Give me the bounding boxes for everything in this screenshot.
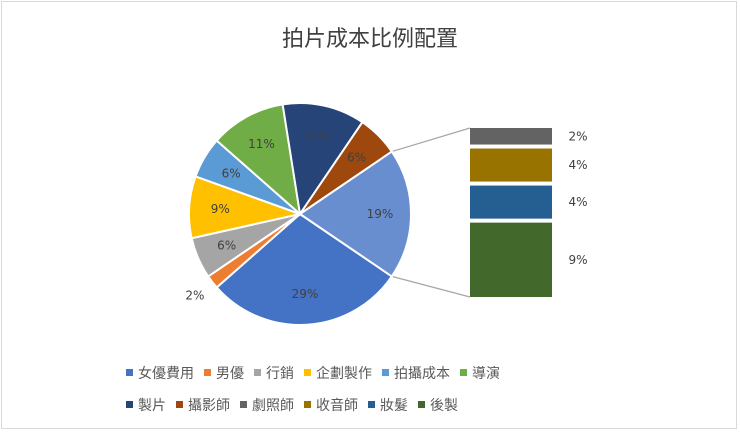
legend-label-7: 攝影師 [188,398,230,414]
legend-label-6: 製片 [138,398,166,414]
bar-labels: 2% 4% 4% 9% [568,129,587,267]
legend-label-0: 女優費用 [138,365,194,382]
bar-segment-2 [470,185,552,219]
legend-swatch-0 [126,369,133,376]
pie-slice-5 [215,103,302,217]
pie-labels: 29% 2% 6% 9% 6% 11% 12% 6% 19% [185,129,393,303]
bar-segment-3 [470,222,552,297]
pie [188,102,412,326]
legend-label-9: 收音師 [316,397,358,414]
legend-label-3: 企劃製作 [316,365,372,382]
legend-label-5: 導演 [472,366,500,382]
legend-label-1: 男優 [216,366,244,382]
pie-label-4: 6% [222,166,241,180]
legend-swatch-4 [382,369,389,376]
connector-top [391,127,471,153]
pie-slice-6 [281,102,364,217]
legend-swatch-7 [176,401,183,408]
bar-label-3: 9% [568,253,587,267]
legend-swatch-9 [304,401,311,408]
legend-swatch-6 [126,401,133,408]
bar-segment-0 [470,128,552,145]
pie-label-0: 29% [292,287,319,301]
legend-label-11: 後製 [430,398,458,414]
pie-slice-8 [298,150,412,278]
bar-segment-1 [470,148,552,182]
pie-label-3: 9% [211,202,230,216]
stacked-bar [470,128,552,297]
bar-label-1: 4% [568,158,587,172]
legend-swatch-5 [460,369,467,376]
legend-swatch-8 [240,401,247,408]
pie-slice-0 [215,212,394,326]
bar-label-2: 4% [568,195,587,209]
pie-label-2: 6% [217,239,236,253]
connector-bottom [391,275,471,298]
legend-label-4: 拍攝成本 [394,366,450,382]
legend-swatch-11 [418,401,425,408]
legend-label-10: 妝髮 [380,398,408,414]
pie-label-7: 6% [347,150,366,164]
pie-label-8: 19% [367,207,394,221]
connector-lines [391,127,471,298]
legend-swatch-3 [304,369,311,376]
legend-swatch-1 [204,369,211,376]
legend-label-8: 劇照師 [252,398,294,414]
legend-swatch-10 [368,401,375,408]
legend-label-2: 行銷 [266,366,294,382]
pie-label-5: 11% [248,137,275,151]
pie-label-1: 2% [185,289,204,303]
pie-label-6: 12% [304,129,331,143]
chart-title: 拍片成本比例配置 [282,27,458,52]
legend-swatch-2 [254,369,261,376]
bar-label-0: 2% [568,129,587,143]
